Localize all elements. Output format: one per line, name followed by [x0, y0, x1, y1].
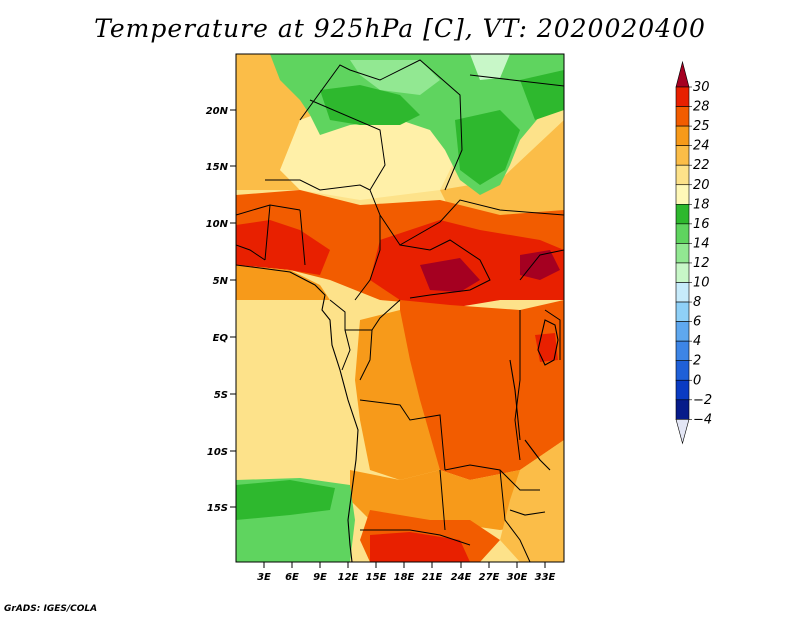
temperature-zone-congo-25 [400, 300, 564, 480]
colorbar-swatch [675, 282, 690, 303]
colorbar-swatch [675, 379, 690, 401]
lon-tick-label: 30E [507, 572, 528, 583]
colorbar-swatch [675, 321, 690, 342]
colorbar-swatch [675, 204, 690, 225]
colorbar-label: 24 [693, 139, 710, 154]
colorbar-swatch [675, 399, 690, 420]
colorbar-swatch [675, 86, 690, 107]
colorbar-label: 0 [693, 373, 701, 388]
colorbar-label: −2 [693, 393, 712, 408]
temperature-zone-central-28 [370, 220, 564, 310]
temperature-zone-east-30 [520, 250, 560, 280]
colorbar-label: 10 [693, 276, 710, 291]
temperature-zone-southwest-green-16 [236, 480, 335, 520]
temperature-zone-coast-24 [236, 265, 330, 300]
colorbar-swatch [675, 125, 690, 146]
temperature-zone-westcoast-20 [236, 300, 360, 480]
temperature-zone-north-green-10 [470, 54, 510, 80]
longitude-axis: 3E 6E 9E 12E 15E 18E 21E 24E 27E 30E 33E [257, 562, 556, 583]
temperature-zone-south-28 [370, 532, 470, 562]
lon-tick-label: 9E [313, 572, 327, 583]
colorbar-swatch [675, 301, 690, 322]
temperature-zone-westafrica-28 [236, 220, 330, 275]
temperature-field [236, 54, 564, 562]
lat-tick-label: 10N [206, 219, 229, 230]
colorbar-swatch [675, 360, 690, 381]
lat-tick-label: 5S [214, 390, 228, 401]
coastlines [236, 264, 559, 562]
lon-tick-label: 15E [366, 572, 387, 583]
lon-tick-label: 3E [257, 572, 271, 583]
colorbar-top-arrow [675, 60, 690, 88]
country-borders [236, 59, 564, 562]
lat-tick-label: 10S [207, 447, 228, 458]
lon-tick-label: 12E [338, 572, 359, 583]
colorbar-swatch [675, 106, 690, 127]
lon-tick-label: 18E [394, 572, 415, 583]
colorbar-label: 18 [693, 197, 710, 212]
temperature-zone-southeast-22 [500, 440, 564, 562]
lon-tick-label: 24E [451, 572, 472, 583]
colorbar-label: 6 [693, 315, 701, 330]
colorbar-label: 22 [693, 158, 710, 173]
colorbar-label: 14 [693, 236, 710, 251]
temperature-zone-north-green-16b [455, 110, 520, 185]
colorbar-label: 8 [693, 295, 701, 310]
lat-tick-label: 15S [207, 503, 228, 514]
lon-tick-label: 33E [535, 572, 556, 583]
colorbar-label: 4 [693, 334, 701, 349]
colorbar-swatch [675, 184, 690, 205]
colorbar-swatch [675, 243, 690, 264]
colorbar-label: −4 [693, 412, 712, 427]
lat-tick-label: EQ [213, 333, 229, 344]
colorbar-label: 28 [693, 100, 710, 115]
map-title: Temperature at 925hPa [C], VT: 202002040… [94, 14, 706, 43]
lat-tick-label: 15N [206, 162, 229, 173]
lon-tick-label: 6E [285, 572, 299, 583]
lat-tick-label: 20N [206, 106, 229, 117]
colorbar-label: 16 [693, 217, 710, 232]
colorbar-label: 12 [693, 256, 710, 271]
lon-tick-label: 27E [479, 572, 500, 583]
lon-tick-label: 21E [422, 572, 443, 583]
colorbar-label: 20 [693, 178, 710, 193]
lat-tick-label: 5N [213, 276, 229, 287]
temperature-zone-congo-24 [355, 310, 440, 480]
colorbar-label: 2 [693, 354, 701, 369]
colorbar-label: 30 [693, 80, 710, 95]
colorbar-swatch [675, 262, 690, 283]
map-frame [235, 53, 565, 563]
colorbar-swatch [675, 164, 690, 186]
colorbar-bottom-arrow [675, 419, 690, 445]
colorbar-swatch [675, 340, 690, 361]
latitude-axis: 20N 15N 10N 5N EQ 5S 10S 15S [206, 106, 236, 514]
grads-credit: GrADS: IGES/COLA [4, 604, 98, 614]
colorbar-swatch [675, 223, 690, 244]
temperature-zone-central-30 [420, 258, 480, 292]
colorbar-swatch [675, 145, 690, 166]
colorbar-label: 25 [693, 119, 710, 134]
temperature-zone-north-green-12 [350, 60, 440, 95]
